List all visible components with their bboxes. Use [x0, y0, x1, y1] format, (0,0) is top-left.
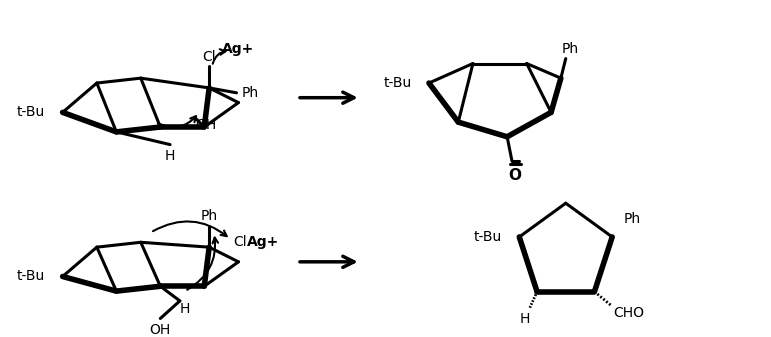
Text: H: H	[520, 312, 530, 326]
Text: t-Bu: t-Bu	[383, 76, 412, 90]
Text: Ph: Ph	[623, 212, 640, 226]
Text: OH: OH	[196, 118, 217, 132]
Text: Ph: Ph	[200, 209, 217, 223]
Text: Ph: Ph	[562, 42, 579, 56]
Text: Ag+: Ag+	[222, 42, 254, 56]
Text: Ph: Ph	[241, 86, 259, 100]
Text: t-Bu: t-Bu	[17, 105, 45, 119]
Text: H: H	[165, 149, 175, 163]
Text: t-Bu: t-Bu	[17, 270, 45, 283]
Text: Cl: Cl	[234, 235, 247, 249]
Text: Ag+: Ag+	[247, 235, 279, 249]
Text: CHO: CHO	[613, 306, 644, 320]
Text: OH: OH	[150, 323, 171, 337]
Text: O: O	[508, 168, 521, 183]
Text: t-Bu: t-Bu	[473, 230, 502, 244]
Text: H: H	[180, 302, 190, 316]
Text: Cl: Cl	[202, 50, 216, 64]
